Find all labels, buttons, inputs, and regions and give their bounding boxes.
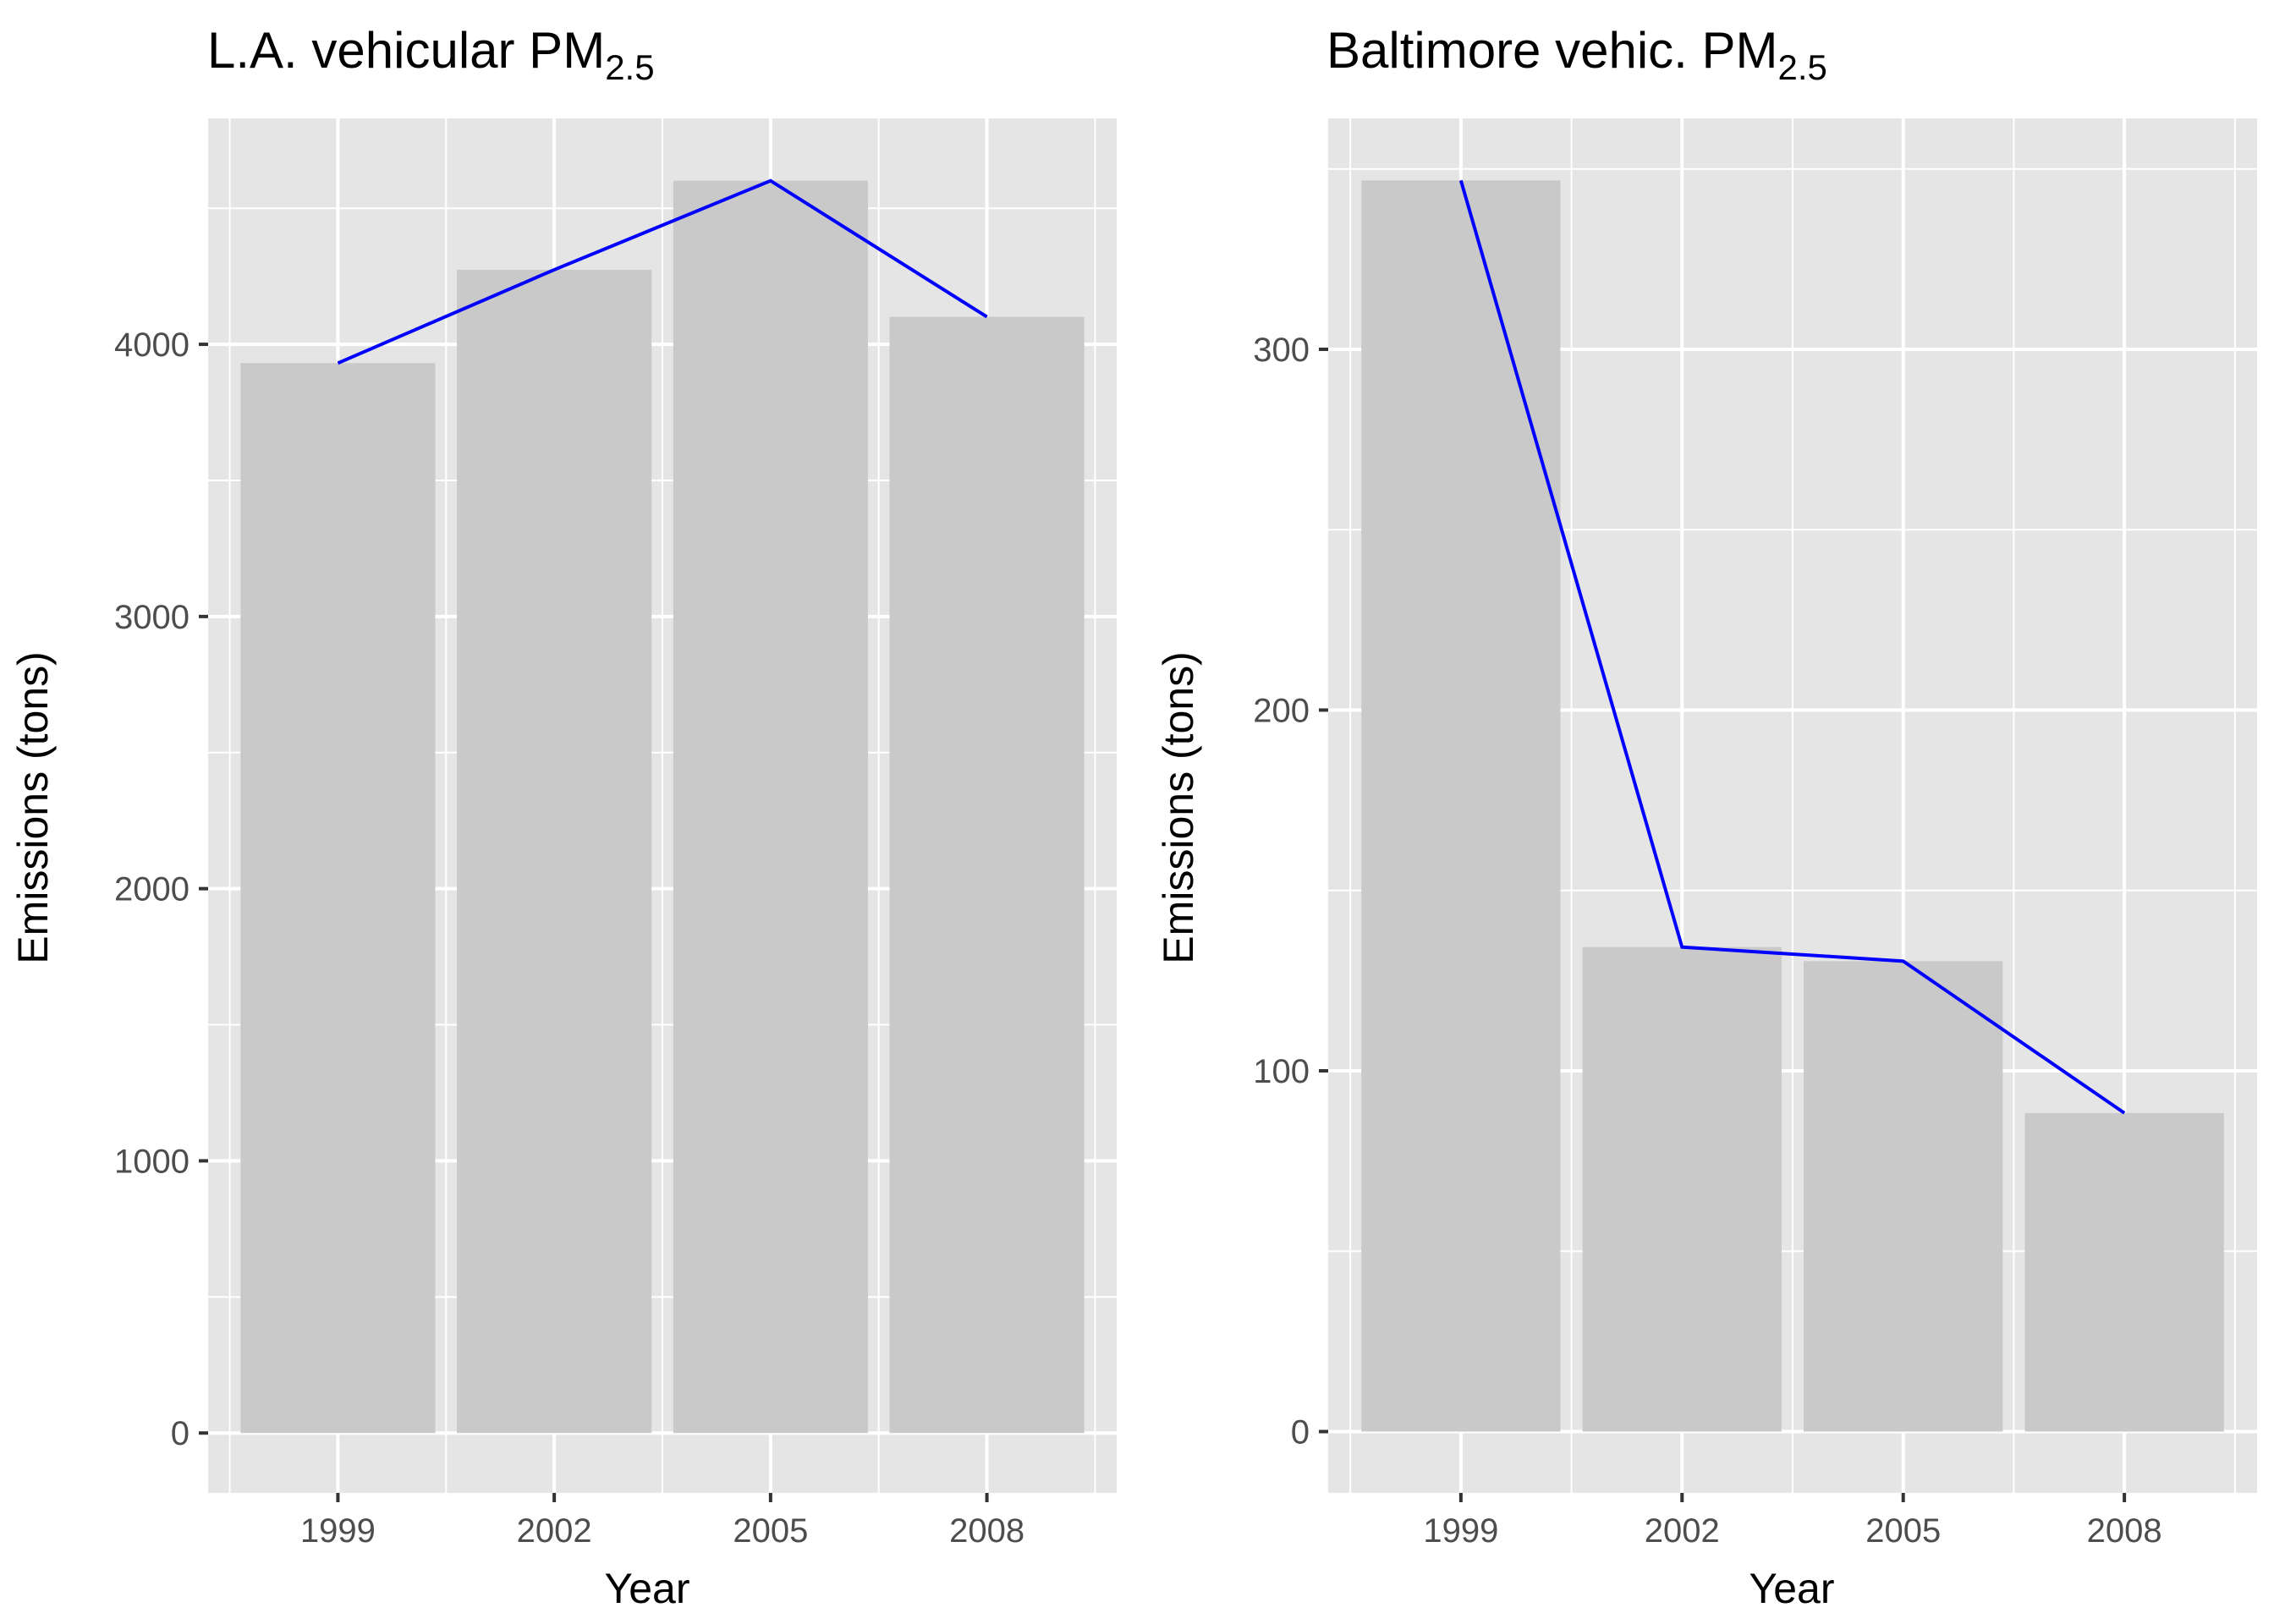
bar-2005 bbox=[1804, 961, 2003, 1432]
minor-gridlines bbox=[1328, 118, 2257, 1493]
y-tick-label: 4000 bbox=[114, 326, 190, 364]
x-tick-label: 2002 bbox=[1645, 1512, 1720, 1550]
chart-title: Baltimore vehic. PM2.5 bbox=[1326, 22, 1827, 87]
chart-baltimore-vehicular: Baltimore vehic. PM2.5 0 100 200 300 1999 20… bbox=[1155, 22, 2257, 1612]
y-tick-label: 100 bbox=[1253, 1053, 1310, 1090]
x-tick-label: 2008 bbox=[2087, 1512, 2162, 1550]
x-tick-label: 2002 bbox=[517, 1512, 592, 1550]
y-tick-label: 2000 bbox=[114, 871, 190, 908]
y-tick-label: 0 bbox=[171, 1415, 190, 1452]
x-axis-title: Year bbox=[1749, 1565, 1834, 1612]
x-tick-label: 1999 bbox=[300, 1512, 376, 1550]
axis-ticks bbox=[199, 343, 989, 1502]
x-tick-label: 2008 bbox=[949, 1512, 1024, 1550]
chart-title: L.A. vehicular PM2.5 bbox=[207, 22, 655, 87]
bar-2008 bbox=[889, 316, 1085, 1434]
bar-2008 bbox=[2024, 1112, 2224, 1432]
y-tick-label: 200 bbox=[1253, 692, 1310, 729]
y-tick-label: 1000 bbox=[114, 1143, 190, 1180]
y-tick-label: 0 bbox=[1291, 1413, 1310, 1451]
bar-1999 bbox=[240, 363, 436, 1434]
x-tick-label: 1999 bbox=[1423, 1512, 1498, 1550]
trend-line bbox=[337, 178, 988, 365]
y-tick-label: 3000 bbox=[114, 599, 190, 636]
y-axis-title: Emissions (tons) bbox=[9, 651, 57, 964]
x-tick-label: 2005 bbox=[733, 1512, 808, 1550]
axis-ticks bbox=[1319, 347, 2127, 1502]
y-axis-title: Emissions (tons) bbox=[1155, 651, 1202, 964]
y-tick-label: 300 bbox=[1253, 332, 1310, 369]
x-tick-label: 2005 bbox=[1865, 1512, 1941, 1550]
bar-2002 bbox=[457, 269, 652, 1434]
y-tick-labels: 0 1000 2000 3000 4000 bbox=[114, 326, 190, 1452]
y-tick-labels: 0 100 200 300 bbox=[1253, 332, 1310, 1451]
bars bbox=[1361, 180, 2224, 1432]
bars bbox=[240, 180, 1085, 1434]
trend-line bbox=[1458, 179, 2126, 1115]
bar-2005 bbox=[673, 180, 868, 1434]
x-tick-labels: 1999 2002 2005 2008 bbox=[300, 1512, 1024, 1550]
bar-1999 bbox=[1361, 180, 1561, 1432]
x-axis-title: Year bbox=[604, 1565, 689, 1612]
bar-2002 bbox=[1582, 946, 1782, 1432]
chart-la-vehicular: L.A. vehicular PM2.5 0 1000 2000 3000 4000 1… bbox=[9, 22, 1117, 1612]
x-tick-labels: 1999 2002 2005 2008 bbox=[1423, 1512, 2161, 1550]
